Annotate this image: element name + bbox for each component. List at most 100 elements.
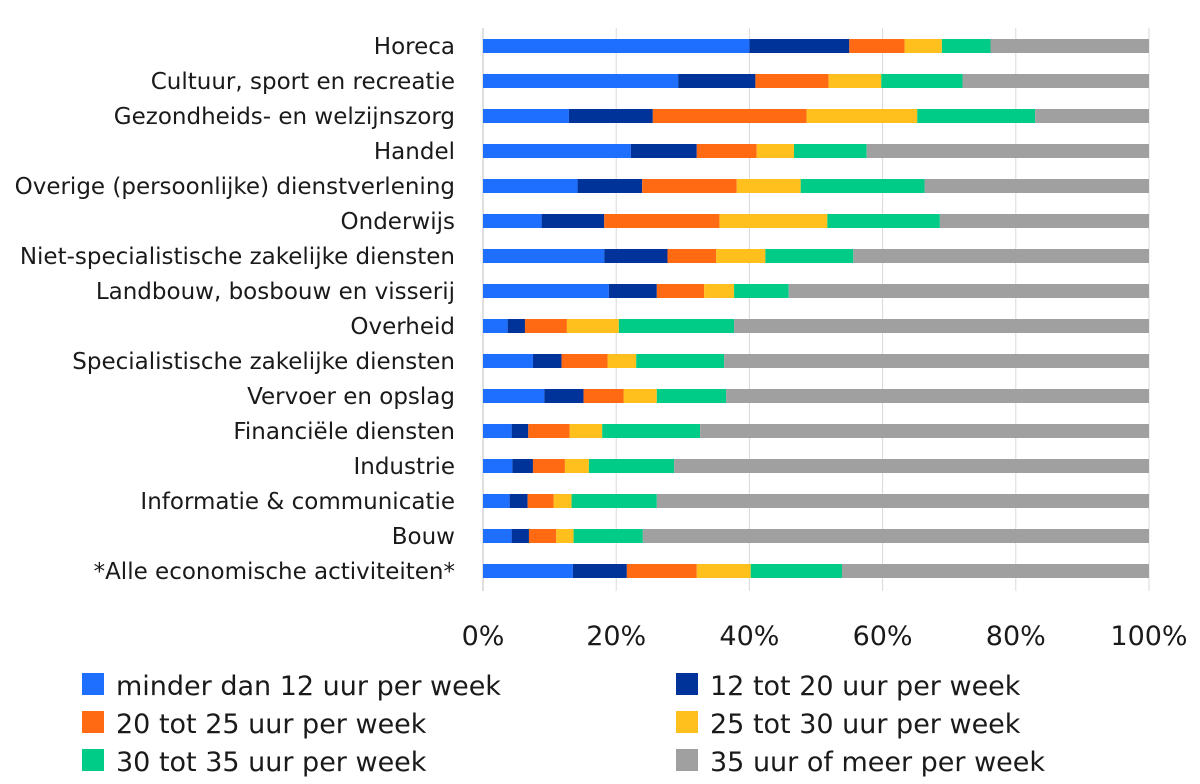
bar-segment-overige-persoonlijke-dienstverlening-s1 [483,179,578,193]
x-tick-label: 100% [1110,621,1187,652]
bar-segment-horeca-s2 [749,39,850,53]
bar-segment-specialistische-zakelijke-diensten-s2 [532,354,562,368]
bar-segment-informatie-communicatie-s6 [656,494,1149,508]
bar-segment-cultuur-sport-en-recreatie-s3 [755,74,829,88]
bar-segment-bouw-s6 [642,529,1149,543]
bar-segment-cultuur-sport-en-recreatie-s4 [828,74,882,88]
legend-swatch-35-uur-of-meer-per-week [676,749,698,771]
bar-segment-overige-persoonlijke-dienstverlening-s4 [736,179,801,193]
category-label: Overheid [350,314,455,340]
bar-segment-financiele-diensten-s3 [528,424,570,438]
x-tick-label: 80% [986,621,1046,652]
bar-segment-specialistische-zakelijke-diensten-s5 [636,354,725,368]
category-label: Overige (persoonlijke) dienstverlening [15,174,455,200]
bar-segment-handel-s6 [866,144,1149,158]
bar-segment-cultuur-sport-en-recreatie-s6 [962,74,1149,88]
bar-segment-bouw-s1 [483,529,512,543]
category-label: Gezondheids- en welzijnszorg [114,104,455,130]
bar-segment-handel-s5 [794,144,867,158]
bar-segment-financiele-diensten-s4 [569,424,603,438]
bar-segment-landbouw-bosbouw-en-visserij-s4 [704,284,735,298]
category-label: Informatie & communicatie [140,489,455,515]
bar-segment-landbouw-bosbouw-en-visserij-s5 [734,284,789,298]
category-label: Onderwijs [341,209,455,235]
bar-segment-onderwijs-s6 [939,214,1149,228]
bar-segment-informatie-communicatie-s2 [509,494,528,508]
bar-segment-niet-specialistische-zakelijke-diensten-s2 [604,249,668,263]
bar-segment-horeca-s5 [941,39,991,53]
legend: minder dan 12 uur per week 12 tot 20 uur … [82,671,1045,778]
bar-segment-horeca-s1 [483,39,750,53]
bar-segment-handel-s1 [483,144,631,158]
bar-segment-onderwijs-s1 [483,214,542,228]
bar-segment-gezondheids-en-welzijnszorg-s1 [483,109,569,123]
category-labels: Horeca Cultuur, sport en recreatie Gezondh… [15,34,455,585]
bar-segment-specialistische-zakelijke-diensten-s6 [724,354,1149,368]
bar-segment-specialistische-zakelijke-diensten-s4 [607,354,637,368]
bar-segment-overheid-s6 [734,319,1149,333]
bar-segment-overige-persoonlijke-dienstverlening-s6 [924,179,1149,193]
bar-segment-gezondheids-en-welzijnszorg-s4 [806,109,918,123]
bar-segment-overheid-s3 [524,319,567,333]
bar-segment-landbouw-bosbouw-en-visserij-s3 [656,284,705,298]
bar-segment-overige-persoonlijke-dienstverlening-s3 [642,179,737,193]
bar-segment-niet-specialistische-zakelijke-diensten-s6 [853,249,1149,263]
bar-segment-landbouw-bosbouw-en-visserij-s2 [608,284,657,298]
category-label: Landbouw, bosbouw en visserij [96,279,455,305]
bar-segment-gezondheids-en-welzijnszorg-s3 [652,109,807,123]
bar-segment-handel-s4 [756,144,795,158]
bar-segment-onderwijs-s4 [719,214,828,228]
legend-label-30-tot-35-uur-per-week: 30 tot 35 uur per week [116,747,427,778]
bar-segment-cultuur-sport-en-recreatie-s5 [881,74,963,88]
legend-swatch-25-tot-30-uur-per-week [676,711,698,733]
bar-segment-industrie-s4 [564,459,589,473]
bar-segment-alle-economische-activiteiten-s5 [750,564,842,578]
bar-segment-gezondheids-en-welzijnszorg-s2 [568,109,653,123]
category-label: Niet-specialistische zakelijke diensten [20,244,455,270]
bar-segment-informatie-communicatie-s3 [527,494,554,508]
bar-segment-specialistische-zakelijke-diensten-s3 [561,354,608,368]
bar-segment-onderwijs-s5 [827,214,940,228]
bar-segment-industrie-s3 [532,459,565,473]
bar-segment-cultuur-sport-en-recreatie-s2 [678,74,756,88]
bar-segment-overheid-s4 [566,319,619,333]
bar-segment-industrie-s1 [483,459,513,473]
category-label: Cultuur, sport en recreatie [151,69,455,95]
bar-segment-bouw-s3 [528,529,557,543]
bar-segment-alle-economische-activiteiten-s1 [483,564,573,578]
bar-segment-overige-persoonlijke-dienstverlening-s5 [800,179,925,193]
legend-swatch-20-tot-25-uur-per-week [82,711,104,733]
bar-segment-overheid-s2 [507,319,525,333]
legend-label-25-tot-30-uur-per-week: 25 tot 30 uur per week [710,709,1021,740]
bar-segment-bouw-s2 [511,529,529,543]
x-tick-label: 40% [719,621,779,652]
bar-segment-vervoer-en-opslag-s5 [656,389,727,403]
bar-segment-niet-specialistische-zakelijke-diensten-s3 [667,249,717,263]
bar-segment-handel-s2 [630,144,697,158]
x-tick-label: 20% [586,621,646,652]
bar-segment-specialistische-zakelijke-diensten-s1 [483,354,533,368]
bar-segment-vervoer-en-opslag-s6 [726,389,1149,403]
legend-label-minder-dan-12-uur-per-week: minder dan 12 uur per week [116,671,501,702]
bar-segment-alle-economische-activiteiten-s3 [626,564,697,578]
legend-label-35-uur-of-meer-per-week: 35 uur of meer per week [710,747,1045,778]
category-label: *Alle economische activiteiten* [94,559,455,585]
bar-segment-alle-economische-activiteiten-s2 [572,564,627,578]
bar-segment-landbouw-bosbouw-en-visserij-s6 [788,284,1149,298]
bar-segment-informatie-communicatie-s1 [483,494,510,508]
legend-swatch-30-tot-35-uur-per-week [82,749,104,771]
bar-segment-industrie-s5 [588,459,675,473]
bar-segment-financiele-diensten-s6 [700,424,1149,438]
x-tick-label: 0% [462,621,505,652]
bar-segment-niet-specialistische-zakelijke-diensten-s1 [483,249,605,263]
category-label: Specialistische zakelijke diensten [72,349,455,375]
legend-swatch-minder-dan-12-uur-per-week [82,673,104,695]
bar-segment-industrie-s6 [674,459,1149,473]
bar-segment-horeca-s6 [990,39,1149,53]
bar-segment-bouw-s4 [556,529,574,543]
category-label: Financiële diensten [233,419,455,445]
bar-segment-financiele-diensten-s1 [483,424,512,438]
bar-segment-onderwijs-s3 [604,214,720,228]
bar-segment-vervoer-en-opslag-s3 [583,389,624,403]
